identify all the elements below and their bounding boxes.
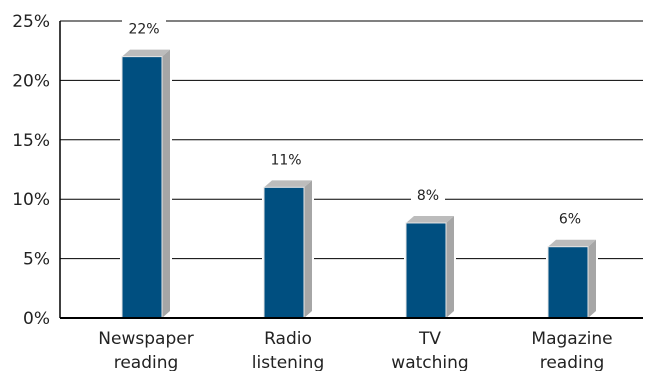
bar-1-side [162,49,170,318]
data-label-4-bg [553,208,587,231]
data-label-1: 22% [128,22,159,38]
y-tick-label-15: 15% [12,131,50,151]
bar-1-front [121,56,163,319]
category-label-2-line-2: listening [252,353,325,371]
data-label-1-bg [122,18,166,41]
bar-2 [262,178,314,319]
bar-2-top [264,180,312,188]
bar-3 [404,213,456,319]
bar-3-front [405,222,447,319]
bar-4-top [548,239,596,247]
y-tick-label-5: 5% [23,250,50,270]
data-labels: 22% 11% 8% 6% [122,18,587,231]
y-tick-label-25: 25% [12,12,50,32]
y-axis-tick-labels: 0% 5% 10% 15% 20% 25% [12,12,50,329]
y-tick-label-0: 0% [23,309,50,329]
category-label-2-line-1: Radio [264,329,312,349]
data-label-4: 6% [559,212,581,228]
data-label-2-bg [264,149,308,172]
bars [120,47,598,319]
category-label-4-line-2: reading [540,353,605,371]
bar-1 [120,47,172,319]
x-axis-category-labels: Newspaper reading Radio listening TV watching… [98,329,612,371]
data-label-2: 11% [270,152,301,168]
data-label-3-bg [411,184,445,207]
category-label-3-line-2: watching [391,353,468,371]
category-label-3-line-1: TV [418,329,441,349]
y-tick-label-20: 20% [12,71,50,91]
bar-4-front [547,246,589,319]
bar-4-side [588,239,596,318]
data-label-3: 8% [417,188,439,204]
bar-3-top [406,215,454,223]
bar-3-side [446,215,454,318]
category-label-1-line-1: Newspaper [98,329,193,349]
bar-4 [546,237,598,319]
bar-2-front [263,186,305,319]
y-tick-label-10: 10% [12,190,50,210]
category-label-4-line-1: Magazine [531,329,612,349]
bar-1-top [122,49,170,57]
category-label-1-line-2: reading [114,353,179,371]
bar-2-side [304,180,312,318]
